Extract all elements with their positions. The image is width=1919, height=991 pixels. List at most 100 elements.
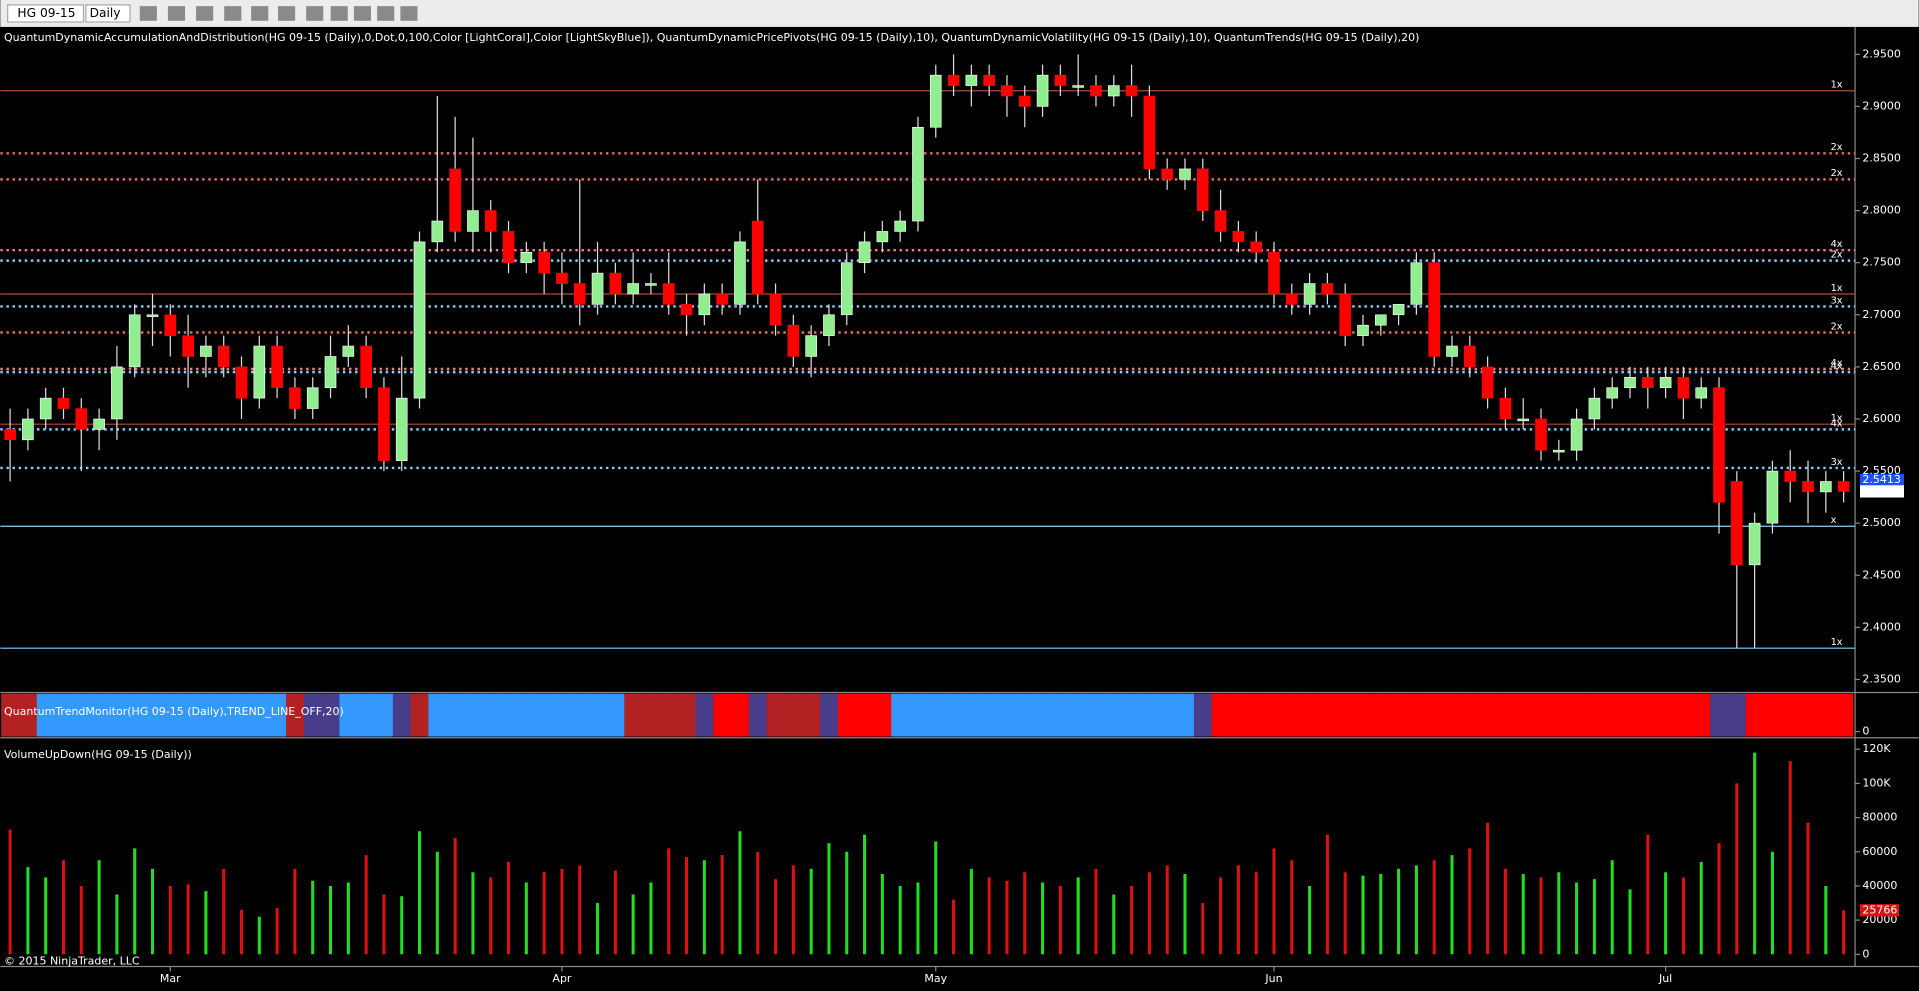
trend-cell <box>161 693 180 737</box>
trend-cell <box>357 693 376 737</box>
period-select[interactable] <box>85 4 131 23</box>
candle-body <box>182 335 194 357</box>
candle-body <box>413 241 426 399</box>
candle-body <box>520 251 533 264</box>
trend-cell <box>1193 693 1213 737</box>
pivot-label: x <box>1831 515 1837 526</box>
instrument[interactable]: HG 09-15 <box>17 6 75 20</box>
candle-body <box>1125 85 1138 97</box>
icon[interactable] <box>139 6 157 21</box>
icon[interactable] <box>353 6 372 21</box>
candle-body <box>111 366 123 420</box>
candle-body <box>591 272 604 305</box>
trend-cell <box>624 693 643 737</box>
y-tick-label: 120K <box>1862 742 1891 755</box>
candle-body <box>947 74 960 86</box>
last-volume-label: 25766 <box>1862 903 1897 916</box>
trend-cell <box>1211 693 1231 737</box>
trend-cell <box>90 693 109 737</box>
trend-cell <box>179 693 198 737</box>
toolbar-icons <box>139 6 418 21</box>
candle-body <box>680 304 693 316</box>
candle-body <box>1446 345 1458 357</box>
candle-body <box>467 210 479 232</box>
icon[interactable] <box>278 6 296 21</box>
icon[interactable] <box>167 6 186 21</box>
candle-body <box>1285 293 1298 305</box>
candle-body <box>1250 241 1262 253</box>
pivot-label: 1x <box>1831 637 1843 648</box>
trend-cell <box>535 693 554 737</box>
trend-cell <box>1122 693 1142 737</box>
y-tick-label: 2.7500 <box>1862 256 1901 269</box>
candle-body <box>75 408 88 430</box>
trend-cell <box>214 693 234 737</box>
y-tick-label: 2.3500 <box>1862 672 1901 685</box>
candle-body <box>1321 283 1334 295</box>
trend-cell <box>1460 693 1480 737</box>
candle-body <box>1161 168 1173 180</box>
trend-cell <box>1532 693 1551 737</box>
icon[interactable] <box>377 6 395 21</box>
y-tick-label: 100K <box>1862 776 1891 789</box>
candle-body <box>1463 345 1476 368</box>
candle-body <box>1018 95 1031 107</box>
trend-cell <box>36 693 56 737</box>
candle-body <box>289 387 301 409</box>
icon[interactable] <box>196 6 214 21</box>
y-tick-label: 2.8000 <box>1862 204 1901 217</box>
pivot-label: 1x <box>1831 283 1843 294</box>
instrument-select[interactable] <box>7 4 85 23</box>
candle-body <box>1214 210 1227 232</box>
candle-body <box>983 74 995 86</box>
trend-cell <box>837 693 857 737</box>
trend-cell <box>392 693 412 737</box>
icon[interactable] <box>251 6 269 21</box>
trend-cell <box>321 693 341 737</box>
candle-body <box>1766 470 1779 524</box>
y-tick-label: 2.9000 <box>1862 99 1901 112</box>
candle-body <box>200 345 212 357</box>
candle-body <box>1357 324 1369 336</box>
trend-cell <box>1745 693 1765 737</box>
candle-body <box>1570 418 1583 451</box>
candle-body <box>235 366 248 399</box>
icon[interactable] <box>400 6 418 21</box>
icon[interactable] <box>306 6 324 21</box>
candle-body <box>858 241 871 264</box>
candle-body <box>840 262 853 316</box>
trend-cell <box>286 693 305 737</box>
trend-cell <box>1265 693 1284 737</box>
x-tick-label: May <box>924 972 947 985</box>
candle-body <box>805 335 817 357</box>
price-panel-title: QuantumDynamicAccumulationAndDistributio… <box>4 31 1419 44</box>
candle-body <box>1748 522 1761 566</box>
candle-body <box>1090 85 1102 97</box>
last-volume-box <box>1859 904 1900 917</box>
pivot-label: 2x <box>1831 321 1843 332</box>
candle-body <box>306 387 319 409</box>
candle-body <box>556 272 568 284</box>
icon[interactable] <box>224 6 242 21</box>
candle-body <box>1517 418 1530 422</box>
y-tick-label: 2.9500 <box>1862 47 1901 60</box>
trend-cell <box>731 693 750 737</box>
period[interactable]: Daily <box>90 6 121 20</box>
trend-cell <box>125 693 145 737</box>
trend-cell <box>1051 693 1070 737</box>
y-tick-label: 0 <box>1862 947 1869 960</box>
trend-cell <box>18 693 38 737</box>
volume-panel-title: VolumeUpDown(HG 09-15 (Daily)) <box>4 748 192 761</box>
last-price-box <box>1859 485 1905 498</box>
candle-body <box>769 293 782 326</box>
trend-cell <box>1638 693 1658 737</box>
candle-body <box>484 210 497 232</box>
icon[interactable] <box>330 6 348 21</box>
trend-cell <box>1247 693 1266 737</box>
trend-cell <box>1621 693 1640 737</box>
trend-cell <box>1816 693 1836 737</box>
trend-cell <box>962 693 981 737</box>
candle-body <box>573 283 586 305</box>
pivot-label: 3x <box>1831 457 1843 468</box>
